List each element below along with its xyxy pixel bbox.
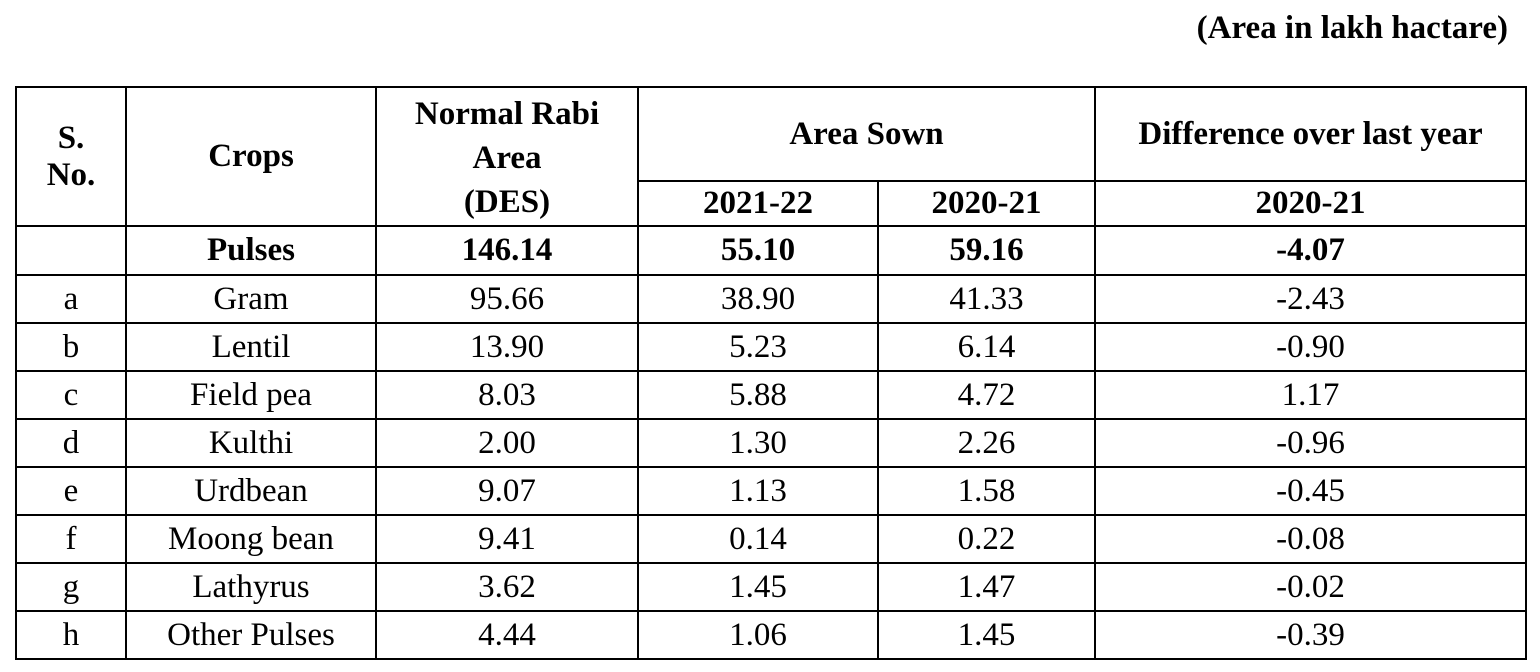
header-normal-rabi-area: Normal Rabi Area (DES) <box>375 86 639 227</box>
cell-difference: -0.39 <box>1094 610 1528 660</box>
cell-crop: Lentil <box>125 322 377 372</box>
cell-sown-2021-22: 1.30 <box>637 418 879 468</box>
cell-sno: g <box>15 562 127 612</box>
cell-sno: c <box>15 370 127 420</box>
table-row: g Lathyrus 3.62 1.45 1.47 -0.02 <box>15 562 1528 612</box>
cell-crop: Moong bean <box>125 514 377 564</box>
cell-crop: Field pea <box>125 370 377 420</box>
table-row: f Moong bean 9.41 0.14 0.22 -0.08 <box>15 514 1528 564</box>
table-row: h Other Pulses 4.44 1.06 1.45 -0.39 <box>15 610 1528 660</box>
cell-crop: Urdbean <box>125 466 377 516</box>
cell-sown-2020-21: 6.14 <box>876 322 1097 372</box>
cell-sno: e <box>15 466 127 516</box>
unit-note: (Area in lakh hactare) <box>1196 10 1508 46</box>
header-difference: Difference over last year <box>1094 86 1528 182</box>
cell-sown-2021-22: 5.23 <box>637 322 879 372</box>
cell-sown-2021-22: 1.13 <box>637 466 879 516</box>
cell-sno: h <box>15 610 127 660</box>
pulses-area-table: S. No. Crops Normal Rabi Area (DES) Area… <box>15 86 1528 660</box>
cell-difference: -2.43 <box>1094 274 1528 324</box>
header-normal-line2: Area <box>472 139 542 176</box>
cell-crop: Other Pulses <box>125 610 377 660</box>
cell-sown-2021-22: 1.06 <box>637 610 879 660</box>
cell-difference: -0.45 <box>1094 466 1528 516</box>
cell-crop: Lathyrus <box>125 562 377 612</box>
cell-normal: 13.90 <box>375 322 639 372</box>
cell-normal: 146.14 <box>375 225 639 276</box>
cell-crop: Kulthi <box>125 418 377 468</box>
header-diff-year: 2020-21 <box>1094 180 1528 227</box>
summary-row-pulses: Pulses 146.14 55.10 59.16 -4.07 <box>15 225 1528 276</box>
cell-normal: 9.41 <box>375 514 639 564</box>
header-sno-line1: S. <box>57 119 85 156</box>
cell-crop: Pulses <box>125 225 377 276</box>
cell-normal: 95.66 <box>375 274 639 324</box>
header-sno: S. No. <box>15 86 127 227</box>
header-normal-line1: Normal Rabi <box>414 95 600 132</box>
table-row: d Kulthi 2.00 1.30 2.26 -0.96 <box>15 418 1528 468</box>
cell-sown-2021-22: 5.88 <box>637 370 879 420</box>
cell-difference: 1.17 <box>1094 370 1528 420</box>
cell-sno: f <box>15 514 127 564</box>
cell-sown-2020-21: 0.22 <box>876 514 1097 564</box>
cell-sown-2020-21: 1.45 <box>876 610 1097 660</box>
cell-difference: -0.08 <box>1094 514 1528 564</box>
table-row: a Gram 95.66 38.90 41.33 -2.43 <box>15 274 1528 324</box>
table-row: b Lentil 13.90 5.23 6.14 -0.90 <box>15 322 1528 372</box>
header-year-2020-21: 2020-21 <box>876 180 1097 227</box>
cell-difference: -0.90 <box>1094 322 1528 372</box>
cell-normal: 9.07 <box>375 466 639 516</box>
header-sno-line2: No. <box>46 156 96 193</box>
cell-sown-2021-22: 1.45 <box>637 562 879 612</box>
cell-sown-2021-22: 0.14 <box>637 514 879 564</box>
cell-difference: -4.07 <box>1094 225 1528 276</box>
cell-sown-2020-21: 1.58 <box>876 466 1097 516</box>
cell-difference: -0.96 <box>1094 418 1528 468</box>
header-year-row: 2021-22 2020-21 2020-21 <box>16 180 1528 227</box>
cell-sown-2020-21: 41.33 <box>876 274 1097 324</box>
header-area-sown: Area Sown <box>636 86 1097 182</box>
cell-normal: 2.00 <box>375 418 639 468</box>
cell-normal: 8.03 <box>375 370 639 420</box>
cell-normal: 3.62 <box>375 562 639 612</box>
cell-difference: -0.02 <box>1094 562 1528 612</box>
table-row: e Urdbean 9.07 1.13 1.58 -0.45 <box>15 466 1528 516</box>
cell-sown-2020-21: 59.16 <box>876 225 1097 276</box>
cell-sown-2020-21: 2.26 <box>876 418 1097 468</box>
cell-sown-2021-22: 38.90 <box>637 274 879 324</box>
cell-sown-2020-21: 1.47 <box>876 562 1097 612</box>
header-normal-line3: (DES) <box>463 183 551 220</box>
table-row: c Field pea 8.03 5.88 4.72 1.17 <box>15 370 1528 420</box>
cell-sno: b <box>15 322 127 372</box>
cell-sno: d <box>15 418 127 468</box>
cell-sno: a <box>15 274 127 324</box>
cell-sown-2021-22: 55.10 <box>637 225 879 276</box>
cell-sown-2020-21: 4.72 <box>876 370 1097 420</box>
header-crops: Crops <box>125 86 377 227</box>
cell-normal: 4.44 <box>375 610 639 660</box>
cell-sno <box>15 225 127 276</box>
header-row: S. No. Crops Normal Rabi Area (DES) Area… <box>15 86 1528 227</box>
cell-crop: Gram <box>125 274 377 324</box>
header-year-2021-22: 2021-22 <box>637 180 879 227</box>
